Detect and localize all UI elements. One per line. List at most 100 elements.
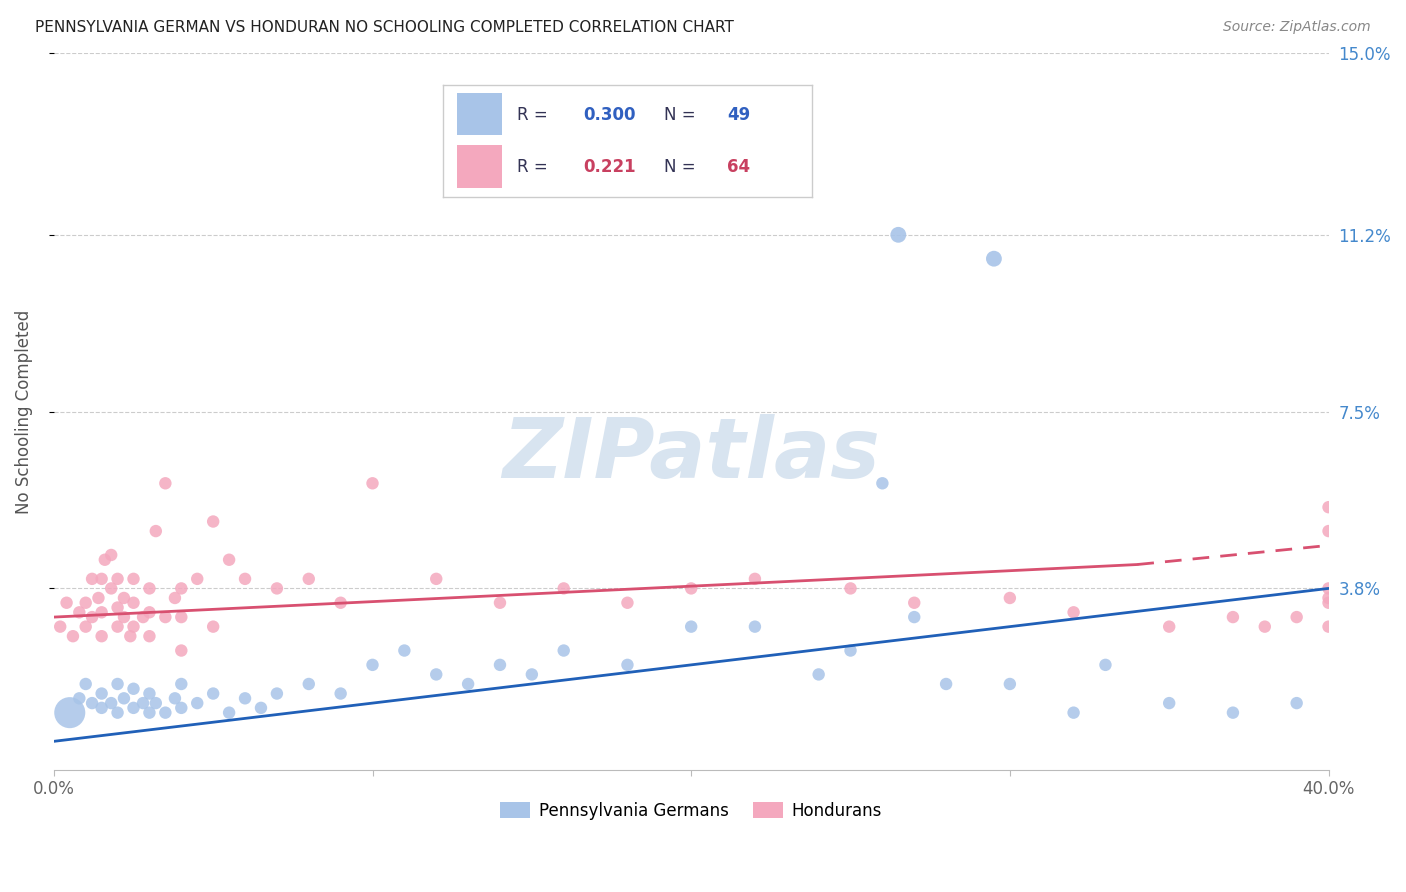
Point — [872, 476, 894, 491]
Point — [122, 596, 145, 610]
Point — [1159, 696, 1181, 710]
Point — [186, 572, 208, 586]
Point — [1063, 706, 1085, 720]
Point — [107, 706, 129, 720]
Point — [681, 620, 703, 634]
Point — [155, 476, 177, 491]
Point — [520, 667, 543, 681]
Point — [998, 677, 1021, 691]
Point — [122, 701, 145, 715]
Point — [120, 629, 142, 643]
Point — [394, 643, 416, 657]
Text: Source: ZipAtlas.com: Source: ZipAtlas.com — [1223, 20, 1371, 34]
Point — [425, 667, 447, 681]
Point — [145, 524, 167, 538]
Point — [94, 553, 117, 567]
Point — [616, 596, 638, 610]
Point — [903, 596, 925, 610]
Point — [75, 620, 97, 634]
Point — [266, 582, 288, 596]
Point — [744, 572, 766, 586]
Point — [138, 706, 160, 720]
Point — [112, 691, 135, 706]
Y-axis label: No Schooling Completed: No Schooling Completed — [15, 310, 32, 514]
Point — [1317, 620, 1340, 634]
Point — [100, 582, 122, 596]
Point — [107, 677, 129, 691]
Point — [329, 687, 352, 701]
Point — [489, 657, 512, 672]
Point — [202, 620, 225, 634]
Point — [1317, 591, 1340, 605]
Point — [87, 591, 110, 605]
Point — [75, 596, 97, 610]
Point — [266, 687, 288, 701]
Point — [1222, 610, 1244, 624]
Point — [202, 515, 225, 529]
Point — [138, 629, 160, 643]
Point — [145, 696, 167, 710]
Point — [489, 596, 512, 610]
Point — [163, 691, 186, 706]
Point — [80, 572, 103, 586]
Point — [138, 582, 160, 596]
Point — [553, 643, 575, 657]
Text: ZIPatlas: ZIPatlas — [502, 414, 880, 495]
Point — [100, 548, 122, 562]
Point — [457, 677, 479, 691]
Point — [807, 667, 830, 681]
Point — [170, 643, 193, 657]
Point — [90, 572, 112, 586]
Point — [553, 582, 575, 596]
Point — [839, 582, 862, 596]
Point — [744, 620, 766, 634]
Point — [100, 696, 122, 710]
Point — [55, 596, 77, 610]
Point — [75, 677, 97, 691]
Point — [112, 591, 135, 605]
Point — [1222, 706, 1244, 720]
Point — [935, 677, 957, 691]
Point — [170, 677, 193, 691]
Point — [132, 696, 155, 710]
Point — [132, 610, 155, 624]
Point — [107, 620, 129, 634]
Point — [1285, 696, 1308, 710]
Point — [170, 701, 193, 715]
Point — [90, 629, 112, 643]
Point — [1317, 596, 1340, 610]
Point — [218, 706, 240, 720]
Point — [681, 582, 703, 596]
Legend: Pennsylvania Germans, Hondurans: Pennsylvania Germans, Hondurans — [494, 795, 889, 826]
Point — [90, 687, 112, 701]
Point — [1159, 620, 1181, 634]
Point — [122, 681, 145, 696]
Point — [67, 691, 90, 706]
Point — [233, 691, 256, 706]
Text: PENNSYLVANIA GERMAN VS HONDURAN NO SCHOOLING COMPLETED CORRELATION CHART: PENNSYLVANIA GERMAN VS HONDURAN NO SCHOO… — [35, 20, 734, 35]
Point — [298, 572, 321, 586]
Point — [80, 610, 103, 624]
Point — [122, 620, 145, 634]
Point — [1317, 500, 1340, 515]
Point — [1317, 582, 1340, 596]
Point — [155, 610, 177, 624]
Point — [1317, 524, 1340, 538]
Point — [298, 677, 321, 691]
Point — [186, 696, 208, 710]
Point — [90, 605, 112, 619]
Point — [983, 252, 1005, 266]
Point — [887, 227, 910, 242]
Point — [202, 687, 225, 701]
Point — [67, 605, 90, 619]
Point — [107, 572, 129, 586]
Point — [62, 629, 84, 643]
Point — [250, 701, 273, 715]
Point — [90, 701, 112, 715]
Point — [138, 605, 160, 619]
Point — [59, 706, 82, 720]
Point — [122, 572, 145, 586]
Point — [170, 610, 193, 624]
Point — [49, 620, 72, 634]
Point — [361, 657, 384, 672]
